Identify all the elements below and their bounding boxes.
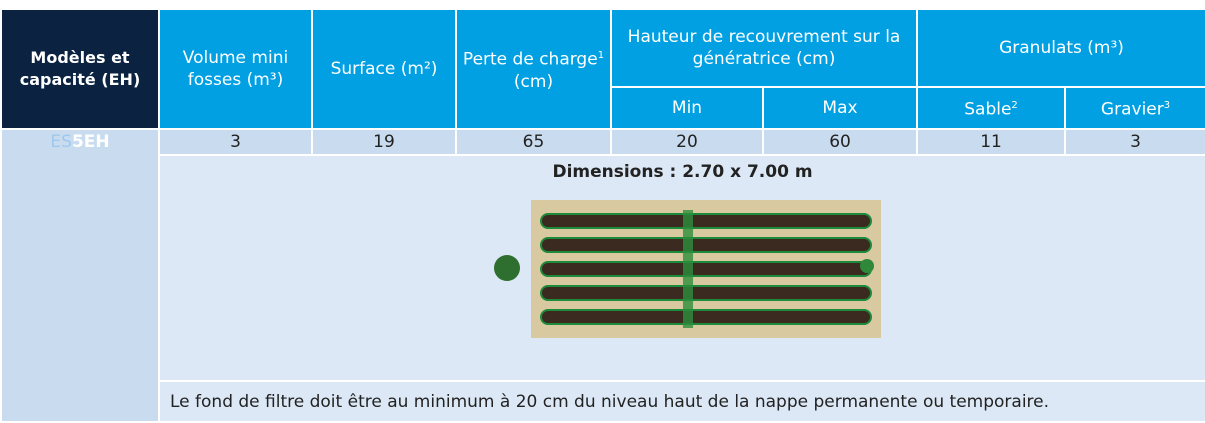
- sable-text: Sable: [964, 100, 1011, 120]
- outlet: [860, 259, 874, 273]
- cell: 3: [1065, 129, 1205, 155]
- pipes: [541, 210, 871, 328]
- perte-unit: (cm): [514, 72, 553, 92]
- header-sable: Sable2: [917, 87, 1065, 129]
- cell: 65: [456, 129, 611, 155]
- header-hauteur: Hauteur de recouvrement sur la génératri…: [611, 9, 917, 87]
- header-volume: Volume mini fosses (m³): [159, 9, 312, 129]
- table-wrap: Modèles et capacité (EH) Volume mini fos…: [0, 0, 1205, 421]
- header-min: Min: [611, 87, 763, 129]
- model-bold: 5EH: [72, 132, 110, 152]
- header-model: Modèles et capacité (EH): [1, 9, 159, 129]
- cell: 60: [763, 129, 917, 155]
- model-prefix: ES: [50, 132, 72, 152]
- model-cell: ES5EH: [1, 129, 159, 422]
- inlet: [494, 255, 520, 281]
- gravier-text: Gravier: [1101, 100, 1164, 120]
- header-max: Max: [763, 87, 917, 129]
- footnote-mark: 2: [1011, 100, 1017, 111]
- perte-text: Perte de charge: [463, 50, 598, 70]
- dimensions-title: Dimensions : 2.70 x 7.00 m: [164, 162, 1201, 182]
- cell: 19: [312, 129, 456, 155]
- cell: 20: [611, 129, 763, 155]
- footnote-mark: 3: [1164, 100, 1170, 111]
- dimension-cell: Dimensions : 2.70 x 7.00 m: [159, 155, 1205, 381]
- header-perte: Perte de charge1 (cm): [456, 9, 611, 129]
- footnote-mark: 1: [598, 50, 604, 61]
- filter-diagram: [473, 190, 893, 340]
- cell: 3: [159, 129, 312, 155]
- data-row: ES5EH 3 19 65 20 60 11 3: [1, 129, 1205, 155]
- header-surface: Surface (m²): [312, 9, 456, 129]
- spec-table: Modèles et capacité (EH) Volume mini fos…: [0, 8, 1205, 423]
- header-granulats: Granulats (m³): [917, 9, 1205, 87]
- cell: 11: [917, 129, 1065, 155]
- note: Le fond de filtre doit être au minimum à…: [159, 381, 1205, 422]
- page: {"table": { "header": { "model": "Modèle…: [0, 0, 1205, 421]
- header-gravier: Gravier3: [1065, 87, 1205, 129]
